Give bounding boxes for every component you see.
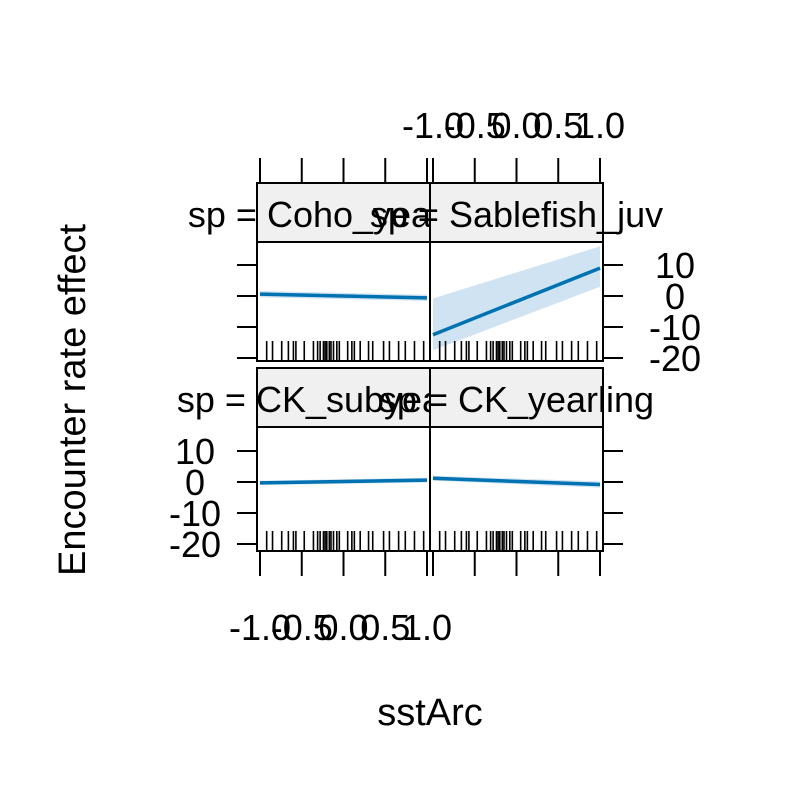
effect-line (259, 478, 428, 485)
y-tick-label: 10 (175, 431, 215, 472)
x-tick-label: 0.5 (533, 105, 583, 146)
y-axis-title: Encounter rate effect (52, 224, 94, 577)
y-tick-label: 0 (185, 462, 205, 503)
x-axis-title: sstArc (377, 692, 483, 734)
strip-background (257, 368, 430, 427)
x-tick-label: -0.5 (444, 105, 506, 146)
x-tick-label: -1.0 (229, 607, 291, 648)
confidence-band (433, 246, 600, 351)
y-tick-label: 10 (655, 245, 695, 286)
y-tick-label: -20 (649, 338, 701, 379)
effect-line (259, 292, 428, 300)
x-tick-label: 1.0 (575, 105, 625, 146)
x-tick-label: -0.5 (271, 607, 333, 648)
y-tick-label: 0 (665, 276, 685, 317)
strip-label: sp = CK_yearling (379, 379, 654, 420)
y-tick-label: -20 (169, 524, 221, 565)
x-tick-label: -1.0 (402, 105, 464, 146)
strip-label: sp = Sablefish_juv (370, 194, 663, 235)
strip-background (430, 183, 603, 242)
x-tick-label: 0.5 (360, 607, 410, 648)
strip-background (430, 368, 603, 427)
strip-background (257, 183, 430, 242)
effect-line (432, 476, 601, 487)
effect-line (432, 266, 601, 337)
x-tick-label: 0.0 (491, 105, 541, 146)
x-tick-label: 1.0 (402, 607, 452, 648)
y-tick-label: -10 (169, 493, 221, 534)
x-tick-label: 0.0 (318, 607, 368, 648)
y-tick-label: -10 (649, 307, 701, 348)
